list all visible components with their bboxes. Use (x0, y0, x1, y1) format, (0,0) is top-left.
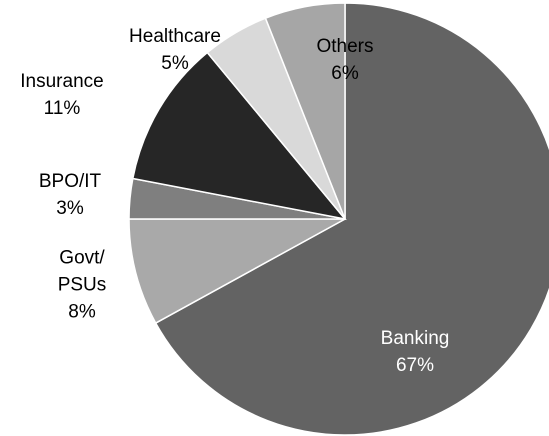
category-label: Govt/ PSUs (57, 247, 107, 296)
slice-label: Insurance 11% (20, 68, 103, 122)
slice-label: Govt/ PSUs 8% (58, 245, 107, 326)
category-label: BPO/IT (38, 171, 102, 192)
slice-label: BPO/IT 3% (39, 168, 101, 222)
slice-label: Others 6% (316, 33, 373, 87)
value-label: 5% (161, 53, 189, 74)
category-label: Healthcare (129, 26, 221, 47)
category-label: Insurance (20, 71, 104, 92)
value-label: 67% (395, 355, 435, 376)
category-label: Others (316, 36, 374, 57)
value-label: 11% (43, 98, 81, 119)
pie-slice (131, 51, 347, 221)
category-label: Banking (380, 328, 450, 349)
pie-slice (264, 2, 346, 220)
slice-label: Banking 67% (381, 325, 450, 379)
value-label: 8% (68, 301, 96, 323)
pie-slice (128, 218, 346, 325)
pie-slice (154, 2, 549, 436)
slice-label: Healthcare 5% (129, 23, 221, 77)
value-label: 3% (56, 198, 84, 219)
value-label: 6% (331, 63, 359, 84)
